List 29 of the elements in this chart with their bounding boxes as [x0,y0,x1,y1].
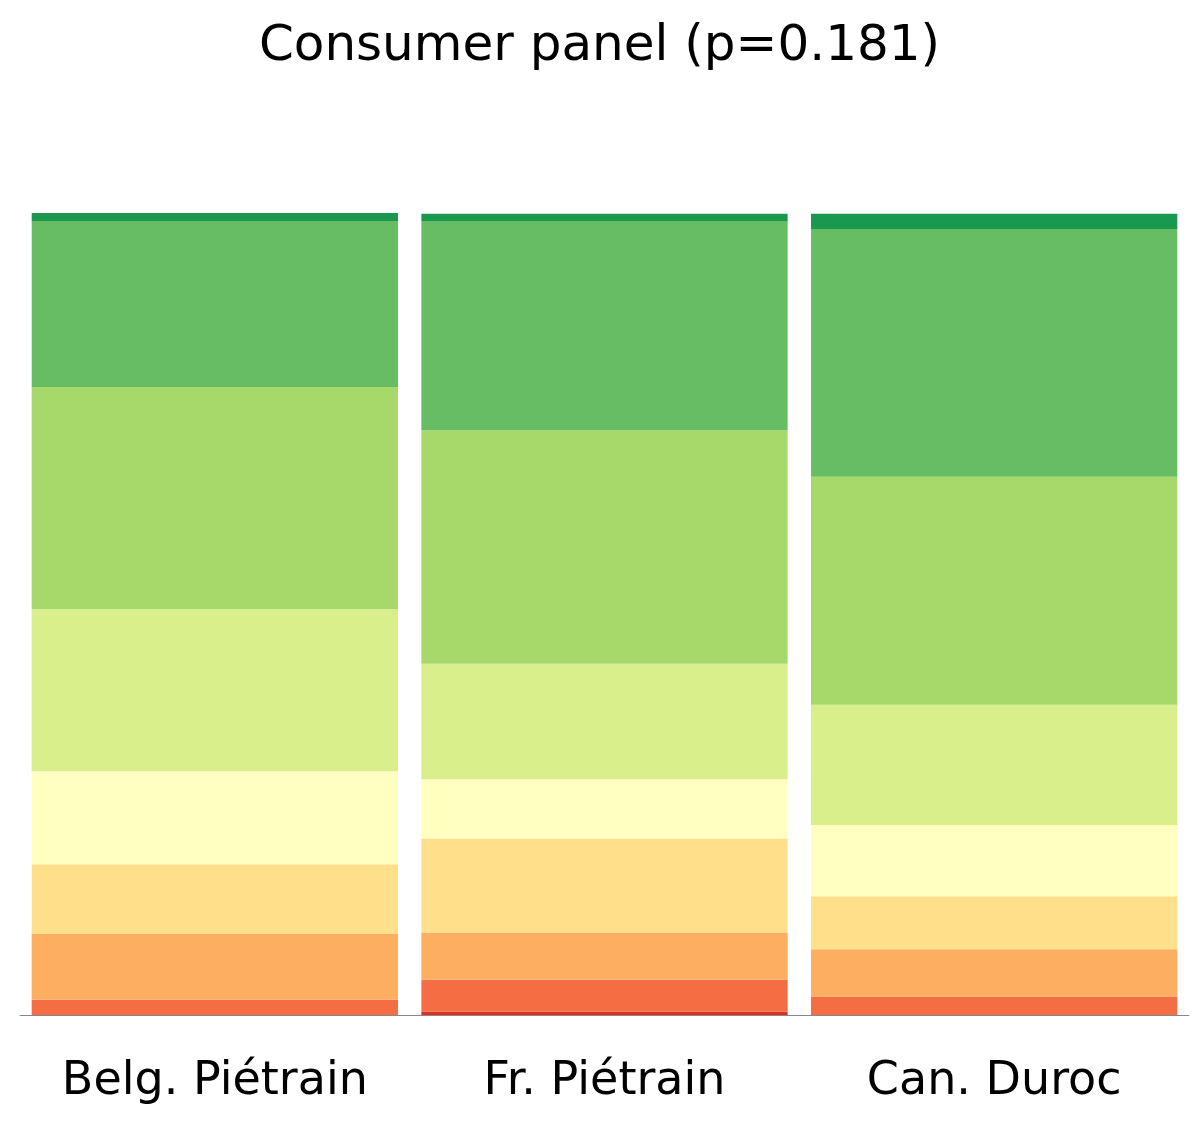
bar [811,476,1178,705]
bar [31,387,398,610]
chart-title: Consumer panel (p=0.181) [258,14,941,72]
x-tick-label: Belg. Piétrain [61,1051,368,1105]
bar [31,934,398,1000]
bar [31,213,398,222]
bar [811,896,1178,950]
bar [421,663,788,780]
bar [31,609,398,772]
bar [811,949,1178,997]
bar [421,838,788,933]
bar [31,771,398,865]
bar [421,979,788,1012]
bar [421,221,788,431]
bar [421,779,788,839]
bar [421,1011,788,1015]
bar [31,864,398,934]
bar [421,213,788,222]
bar [811,996,1178,1015]
x-tick-label: Can. Duroc [866,1051,1122,1105]
bar [811,213,1178,230]
bar [31,999,398,1015]
bar [421,430,788,664]
bar [811,704,1178,825]
bar [811,229,1178,477]
x-tick-label: Fr. Piétrain [483,1051,726,1105]
bar [421,932,788,980]
bar [811,824,1178,897]
bar [31,221,398,388]
